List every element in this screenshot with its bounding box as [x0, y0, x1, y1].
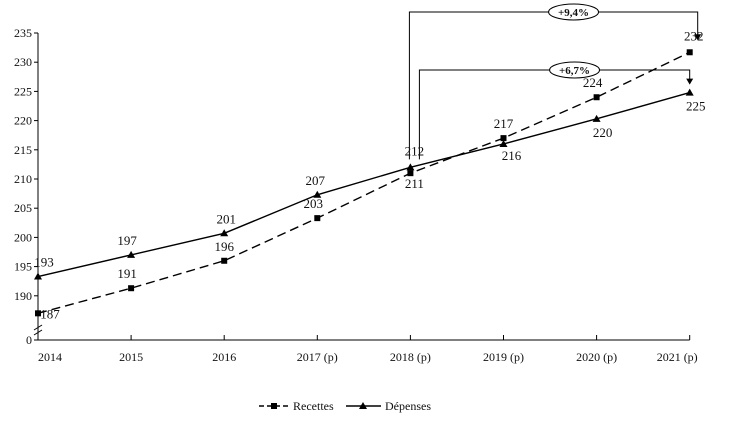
x-tick-label: 2016 [212, 350, 236, 364]
data-label-recettes: 191 [117, 266, 137, 281]
y-tick-label: 225 [14, 84, 32, 98]
data-label-depenses: 216 [502, 148, 522, 163]
x-tick-label: 2015 [119, 350, 143, 364]
data-point-depenses [499, 139, 508, 147]
x-tick-label: 2018 (p) [390, 350, 431, 364]
x-tick-label: 2017 (p) [297, 350, 338, 364]
growth-ellipse [549, 61, 601, 79]
growth-label: +6,7% [559, 65, 590, 77]
x-tick-label: 2019 (p) [483, 350, 524, 364]
growth-bracket [408, 11, 699, 160]
legend-label-depenses: Dépenses [385, 399, 431, 413]
data-label-recettes: 203 [304, 196, 324, 211]
growth-arrowhead [686, 78, 694, 85]
data-point-recettes [128, 285, 135, 292]
data-point-recettes [407, 170, 414, 177]
legend-marker-recettes [271, 403, 277, 409]
data-point-depenses [220, 229, 229, 237]
y-tick-label: 195 [14, 260, 32, 274]
y-tick-label: 230 [14, 55, 32, 69]
data-label-recettes: 211 [405, 176, 424, 191]
y-tick-label: 205 [14, 201, 32, 215]
data-point-recettes [314, 215, 321, 222]
data-labels: 187 191 196 203 211 217 224 232 193 197 201 207 212 2… [34, 28, 705, 321]
axes: 0 190 195 200 205 210 215 220 225 230 235 2014 2015 2… [14, 26, 698, 364]
data-point-recettes [686, 49, 693, 56]
data-label-depenses: 212 [405, 143, 425, 158]
axis-break-mark [33, 324, 43, 336]
y-tick-label: 0 [26, 333, 32, 347]
series-line-recettes [37, 51, 691, 314]
data-label-recettes: 187 [40, 306, 60, 321]
data-label-depenses: 197 [117, 233, 137, 248]
x-tick-label: 2021 (p) [657, 350, 698, 364]
data-label-depenses: 207 [306, 173, 326, 188]
growth-annotations: +9,4% +6,7% [408, 3, 702, 160]
data-point-recettes [221, 257, 228, 264]
data-point-depenses [406, 163, 415, 171]
y-tick-label: 220 [14, 114, 32, 128]
growth-label: +9,4% [558, 7, 589, 19]
data-point-depenses [34, 272, 42, 280]
data-point-recettes [500, 135, 507, 142]
data-label-depenses: 220 [593, 125, 613, 140]
data-point-depenses [127, 250, 136, 258]
data-label-depenses: 201 [216, 211, 236, 226]
x-tick-label: 2014 [38, 350, 62, 364]
data-label-recettes: 217 [494, 116, 514, 131]
legend-marker-depenses [359, 402, 367, 409]
growth-ellipse [548, 3, 600, 21]
y-tick-label: 210 [14, 172, 32, 186]
y-tick-label: 200 [14, 230, 32, 244]
data-label-depenses: 193 [34, 255, 54, 270]
y-tick-label: 190 [14, 289, 32, 303]
data-label-recettes: 224 [583, 75, 603, 90]
y-tick-label: 235 [14, 26, 32, 40]
data-point-recettes [593, 94, 600, 101]
data-point-recettes [35, 310, 41, 317]
x-tick-label: 2020 (p) [576, 350, 617, 364]
growth-bracket [418, 69, 691, 160]
y-tick-label: 215 [14, 143, 32, 157]
data-point-depenses [685, 88, 694, 96]
data-label-recettes: 232 [684, 28, 704, 43]
legend-label-recettes: Recettes [293, 399, 334, 413]
legend: Recettes Dépenses [259, 399, 431, 413]
data-point-depenses [592, 114, 601, 122]
data-series [34, 49, 694, 317]
series-line-dpenses [37, 91, 690, 278]
data-label-recettes: 196 [214, 239, 234, 254]
data-point-depenses [313, 190, 322, 198]
data-label-depenses: 225 [686, 99, 706, 114]
growth-arrowhead [694, 34, 702, 41]
